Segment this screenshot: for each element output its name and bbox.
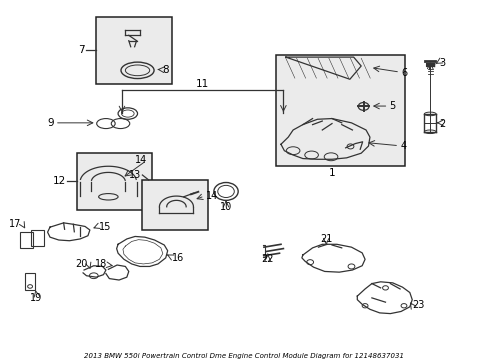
Text: 1: 1 <box>328 168 335 178</box>
Text: 20: 20 <box>76 259 88 269</box>
Text: 13: 13 <box>128 170 141 180</box>
Bar <box>25 273 35 290</box>
Text: 16: 16 <box>171 252 183 262</box>
Text: 7: 7 <box>78 45 85 55</box>
Text: 14: 14 <box>135 155 147 165</box>
Text: 3: 3 <box>438 58 444 68</box>
Text: 23: 23 <box>411 300 424 310</box>
Text: 17: 17 <box>9 219 22 229</box>
Text: 14: 14 <box>205 192 218 202</box>
Bar <box>77 153 152 210</box>
Text: 2: 2 <box>438 118 445 129</box>
Text: 21: 21 <box>319 234 332 244</box>
Bar <box>96 18 171 84</box>
Text: 8: 8 <box>162 65 168 75</box>
Bar <box>276 55 404 166</box>
Text: 4: 4 <box>399 141 406 152</box>
Text: 22: 22 <box>261 254 274 264</box>
Text: 5: 5 <box>388 102 395 111</box>
Text: 18: 18 <box>95 259 107 269</box>
Text: 9: 9 <box>47 118 54 128</box>
Bar <box>30 230 44 246</box>
Text: 10: 10 <box>220 202 232 212</box>
Bar <box>142 180 207 230</box>
Text: 12: 12 <box>52 176 65 186</box>
Text: 6: 6 <box>400 68 407 78</box>
Text: 15: 15 <box>99 222 111 232</box>
Text: 11: 11 <box>195 79 208 89</box>
Text: 19: 19 <box>30 293 42 303</box>
Text: 2013 BMW 550i Powertrain Control Dme Engine Control Module Diagram for 121486370: 2013 BMW 550i Powertrain Control Dme Eng… <box>84 352 404 359</box>
Bar <box>20 232 33 248</box>
